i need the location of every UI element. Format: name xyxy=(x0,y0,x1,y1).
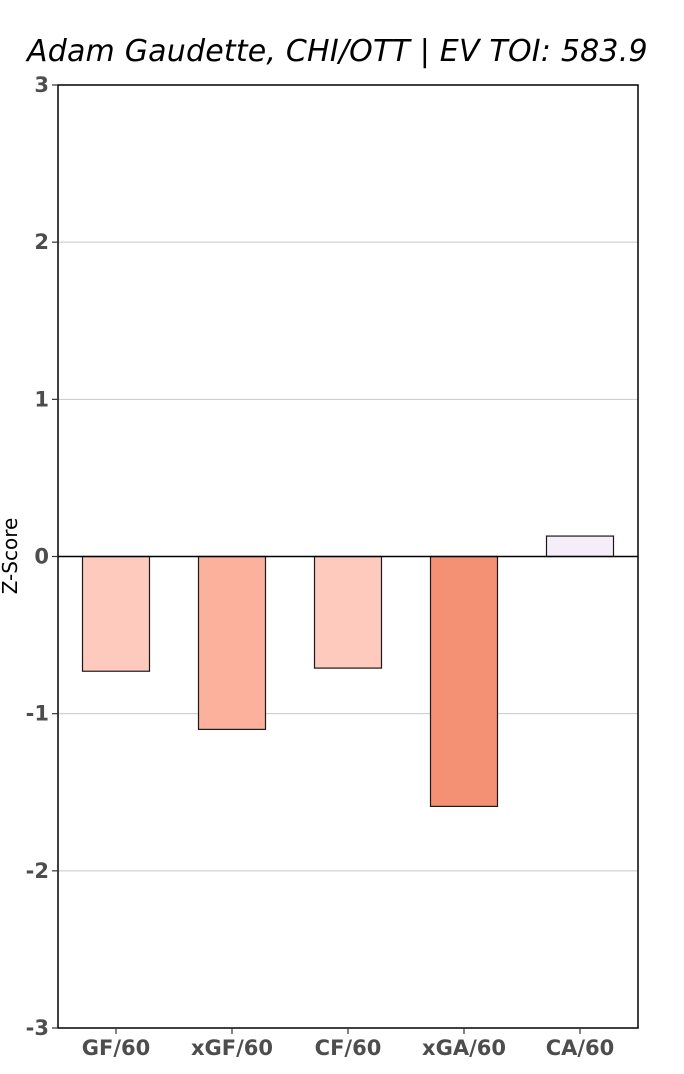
x-tick-label: xGA/60 xyxy=(422,1036,506,1060)
y-axis-title: Z-Score xyxy=(0,518,22,595)
y-tick-label: 2 xyxy=(34,230,49,254)
bar-cf-per-60 xyxy=(313,555,383,669)
y-tick-label: 0 xyxy=(34,545,49,569)
y-tick-label: 3 xyxy=(34,73,49,97)
y-tick-label: 1 xyxy=(34,387,49,411)
x-tick-label: CA/60 xyxy=(546,1036,615,1060)
y-axis-ticks: 3 2 1 0 -1 -2 -3 xyxy=(26,73,58,1040)
y-tick-label: -3 xyxy=(26,1016,49,1040)
x-tick-label: GF/60 xyxy=(82,1036,150,1060)
bars xyxy=(81,535,615,807)
grid-lines xyxy=(58,241,638,872)
x-tick-label: xGF/60 xyxy=(191,1036,273,1060)
bar-ca-per-60 xyxy=(545,535,615,558)
bar-gf-per-60 xyxy=(81,555,151,672)
x-axis-ticks: GF/60 xGF/60 CF/60 xGA/60 CA/60 xyxy=(82,1028,615,1060)
y-tick-label: -1 xyxy=(26,702,49,726)
bar-xgf-per-60 xyxy=(197,555,267,730)
bar-xga-per-60 xyxy=(429,555,499,807)
x-tick-label: CF/60 xyxy=(315,1036,382,1060)
y-tick-label: -2 xyxy=(26,859,49,883)
chart-title: Adam Gaudette, CHI/OTT | EV TOI: 583.9 xyxy=(27,34,648,69)
